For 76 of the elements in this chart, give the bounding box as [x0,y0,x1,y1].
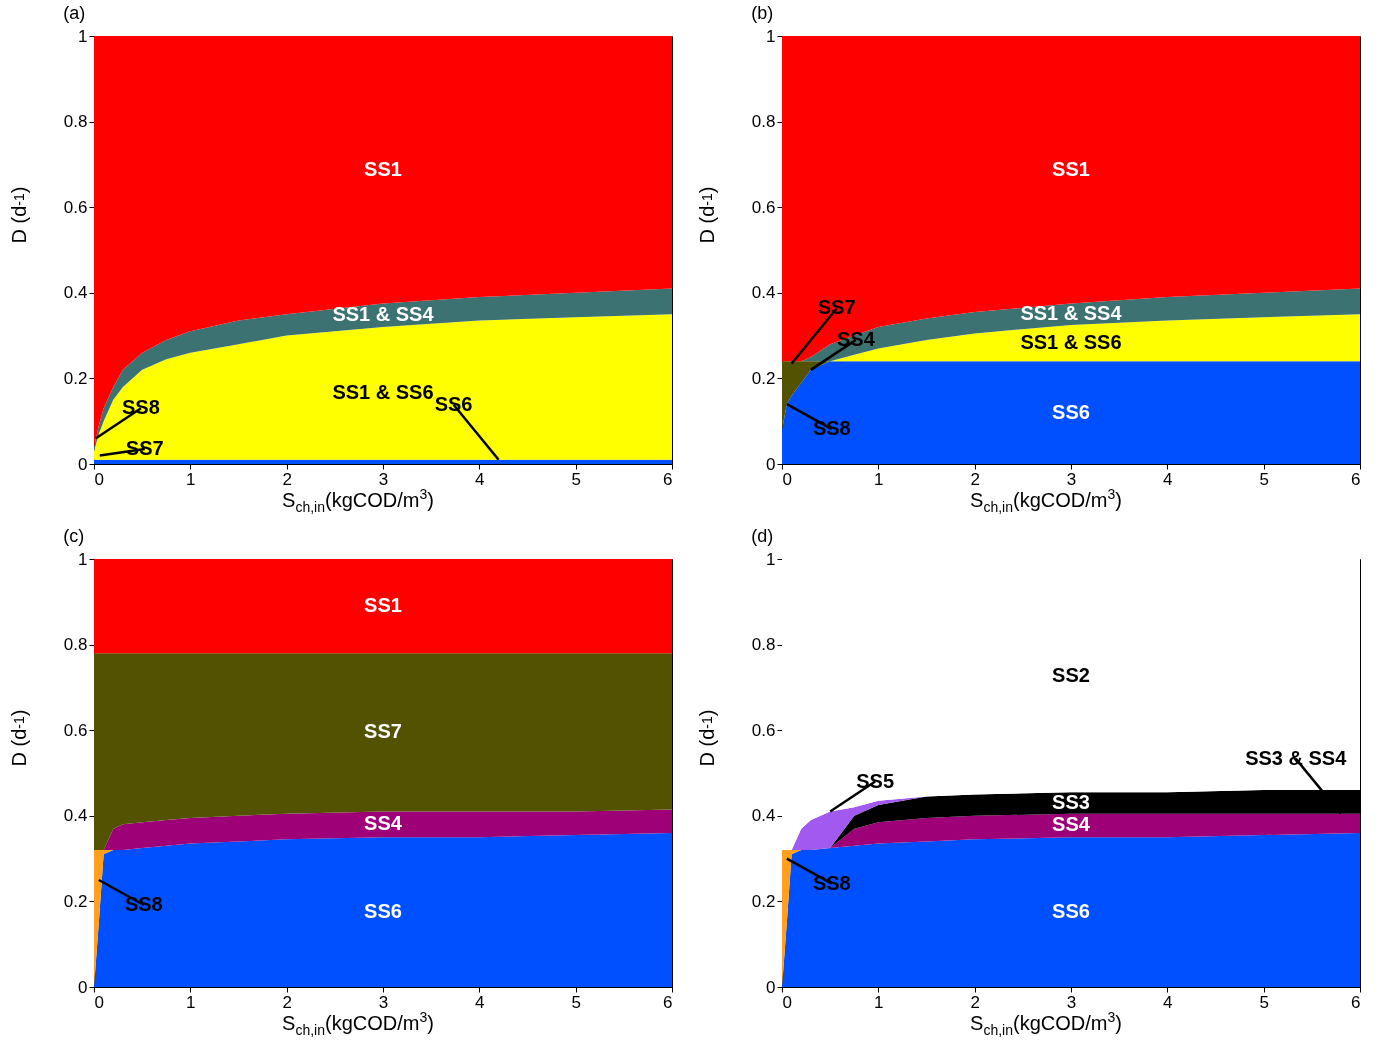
x-tick-label: 1 [186,992,196,1012]
x-tick-label: 3 [378,992,389,1012]
y-tick-label: 0 [766,977,776,997]
y-tick-label: 1 [78,549,88,569]
x-tick-label: 3 [378,469,389,489]
series-label: SS1 & SS4 [1020,302,1123,325]
series-label: SS7 [364,720,402,743]
y-tick-label: 0.6 [63,197,88,217]
y-tick-label: 0.6 [751,720,776,740]
x-tick-label: 1 [186,469,196,489]
x-tick-label: 0 [94,469,104,489]
x-axis-title: S$_{ch,in}$(kgCOD/m$^{3}$) [282,486,434,515]
chart-title: (b) [751,3,774,23]
x-tick-label: 0 [94,992,104,1012]
y-tick-label: 0.8 [751,635,776,655]
x-tick-label: 2 [970,992,980,1012]
y-tick-label: 0.6 [63,720,88,740]
x-tick-label: 5 [1259,469,1269,489]
y-tick-label: 0.8 [63,112,88,132]
x-tick-label: 2 [282,469,292,489]
y-tick-label: 0.2 [63,891,88,911]
series-label: SS6 [1052,400,1090,423]
y-tick-label: 0.4 [751,806,776,826]
y-tick-label: 0.8 [751,112,776,132]
y-tick-label: 0 [78,454,88,474]
y-tick-label: 0.4 [751,283,776,303]
x-tick-label: 0 [782,469,792,489]
series-label: SS6 [1052,900,1090,923]
y-tick-label: 1 [766,549,776,569]
series-label: SS3 [1052,790,1090,813]
y-tick-label: 0.4 [63,806,88,826]
x-tick-label: 5 [571,992,581,1012]
x-tick-label: 2 [970,469,980,489]
series-label: SS2 [1052,663,1090,686]
x-tick-label: 6 [1351,992,1361,1012]
y-tick-label: 0.6 [751,197,776,217]
y-tick-label: 0 [78,977,88,997]
x-tick-label: 4 [475,469,485,489]
x-axis-title: S$_{ch,in}$(kgCOD/m$^{3}$) [970,1009,1122,1038]
series-label: SS1 [364,157,402,180]
x-tick-label: 4 [1163,469,1173,489]
y-tick-label: 0.8 [63,635,88,655]
y-tick-label: 0.4 [63,283,88,303]
x-tick-label: 3 [1066,992,1077,1012]
chart-title: (c) [63,526,85,546]
y-tick-label: 0.2 [63,368,88,388]
x-axis-title: S$_{ch,in}$(kgCOD/m$^{3}$) [970,486,1122,515]
annotation: SS5 [856,769,895,792]
chart-title: (d) [751,526,774,546]
x-tick-label: 6 [663,469,673,489]
y-tick-label: 1 [766,26,776,46]
series-label: SS1 [364,594,402,617]
y-tick-label: 0.2 [751,368,776,388]
y-tick-label: 1 [78,26,88,46]
x-tick-label: 1 [874,992,884,1012]
x-tick-label: 1 [874,469,884,489]
x-tick-label: 6 [1351,469,1361,489]
x-tick-label: 0 [782,992,792,1012]
series-label: SS6 [364,900,402,923]
annotation: SS7 [817,296,856,319]
chart-title: (a) [63,3,86,23]
x-axis-title: S$_{ch,in}$(kgCOD/m$^{3}$) [282,1009,434,1038]
x-tick-label: 2 [282,992,292,1012]
series-label: SS1 & SS6 [1020,331,1122,354]
x-tick-label: 6 [663,992,673,1012]
x-tick-label: 3 [1066,469,1077,489]
y-tick-label: 0 [766,454,776,474]
series-label: SS4 [1052,813,1091,836]
x-tick-label: 4 [1163,992,1173,1012]
x-tick-label: 4 [475,992,485,1012]
x-tick-label: 5 [1259,992,1269,1012]
series-label: SS1 [1052,157,1090,180]
y-tick-label: 0.2 [751,891,776,911]
x-tick-label: 5 [571,469,581,489]
annotation: SS8 [124,893,163,915]
series-label: SS4 [364,812,403,835]
